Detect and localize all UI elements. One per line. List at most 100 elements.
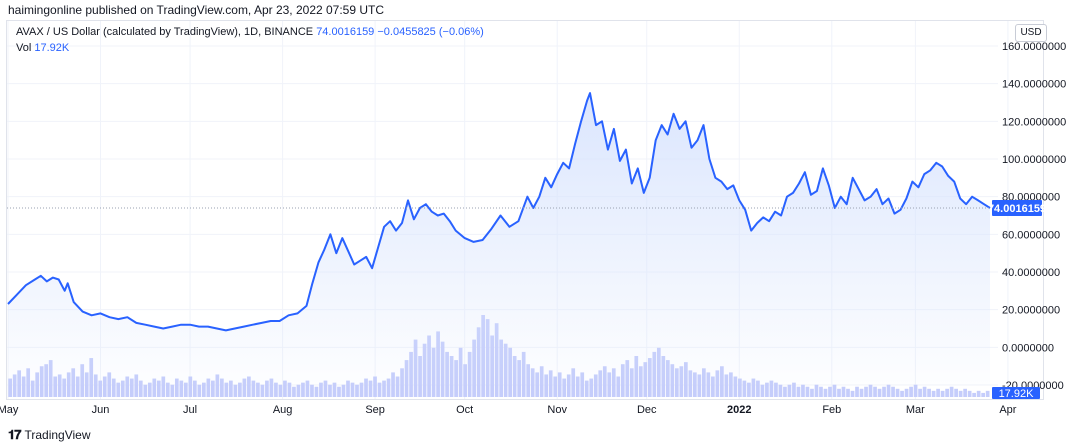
volume-bar (229, 380, 233, 397)
volume-bar (125, 376, 130, 397)
volume-bar (346, 380, 350, 397)
volume-bar (864, 386, 868, 397)
volume-bar (183, 382, 188, 397)
volume-bar (972, 392, 976, 397)
volume-bar (314, 386, 319, 397)
volume-bar (8, 378, 13, 397)
volume-bar (724, 374, 729, 397)
y-tick-label: 100.0000000 (1002, 154, 1066, 166)
tradingview-footer[interactable]: 𝟏𝟕 TradingView (8, 427, 91, 443)
volume-bar (801, 384, 805, 397)
volume-bar (945, 388, 949, 397)
last-price-badge-text: 74.0016159 (988, 203, 1046, 215)
y-tick-label: 120.0000000 (1002, 116, 1066, 128)
volume-bar (949, 386, 954, 397)
x-tick-label: Nov (547, 404, 567, 416)
volume-legend[interactable]: Vol 17.92K (16, 42, 69, 54)
volume-bar (359, 382, 364, 397)
volume-bar (873, 386, 877, 397)
y-tick-label: 20.0000000 (1002, 305, 1060, 317)
volume-bar (886, 384, 891, 397)
volume-bar (882, 386, 886, 397)
volume-bar (562, 378, 567, 397)
volume-bar (589, 378, 594, 397)
volume-bar (810, 388, 814, 397)
volume-bar (373, 376, 377, 397)
volume-bar (751, 378, 756, 397)
volume-bar (575, 376, 580, 397)
volume-bar (859, 388, 864, 397)
volume-bar (918, 388, 922, 397)
volume-bar (765, 382, 769, 397)
x-tick-label: Oct (456, 404, 473, 416)
volume-bar (319, 382, 323, 397)
x-tick-label: Dec (637, 404, 657, 416)
volume-bar (161, 376, 166, 397)
volume-bar (350, 382, 355, 397)
volume-bar (328, 384, 332, 397)
volume-bar (256, 382, 260, 397)
volume-bar (382, 380, 386, 397)
volume-bar (855, 386, 859, 397)
volume-bar (985, 390, 990, 397)
currency-button[interactable]: USD (1015, 24, 1047, 42)
x-tick-label: Jul (183, 404, 197, 416)
volume-bar (287, 382, 292, 397)
symbol-title: AVAX / US Dollar (calculated by TradingV… (16, 26, 314, 38)
volume-bar (174, 378, 179, 397)
volume-bar (850, 390, 855, 397)
volume-bar (292, 386, 296, 397)
x-tick-label: Aug (273, 404, 293, 416)
volume-bar (814, 384, 819, 397)
last-volume-badge-text: 17.92K (999, 388, 1035, 400)
volume-bar (922, 386, 927, 397)
volume-bar (53, 376, 58, 397)
volume-bar (156, 380, 161, 397)
volume-bar (337, 386, 341, 397)
volume-bar (197, 384, 202, 397)
volume-bar (774, 382, 778, 397)
volume-bar (783, 386, 787, 397)
volume-bar (841, 386, 846, 397)
volume-bar (206, 378, 211, 397)
volume-bar (553, 376, 558, 397)
volume-bar (566, 374, 571, 397)
x-axis: May Jun Jul Aug Sep Oct Nov Dec 2022 Feb Mar Apr (0, 404, 1017, 416)
volume-bar (796, 386, 801, 397)
volume-bar (823, 388, 828, 397)
y-tick-label: 140.0000000 (1002, 79, 1066, 91)
tradingview-logo-icon: 𝟏𝟕 (8, 427, 22, 442)
last-volume-badge (992, 387, 1040, 399)
volume-bar (147, 382, 152, 397)
volume-bar (188, 376, 193, 397)
volume-bar (233, 384, 238, 397)
volume-bar (778, 384, 783, 397)
volume-bar (283, 380, 287, 397)
y-axis: 160.0000000 140.0000000 120.0000000 100.000… (1002, 41, 1066, 392)
volume-bar (220, 378, 224, 397)
x-tick-label: Sep (365, 404, 385, 416)
last-price-badge (992, 199, 1042, 216)
volume-bar (179, 380, 184, 397)
volume-bar (967, 390, 972, 397)
volume-bar (134, 374, 139, 397)
volume-bar (792, 382, 796, 397)
volume-bar (787, 384, 792, 397)
publisher-line: haimingonline published on TradingView.c… (8, 3, 385, 17)
volume-bar (242, 378, 247, 397)
volume-bar (269, 378, 274, 397)
chart-frame (6, 20, 1044, 400)
volume-bar (697, 374, 702, 397)
volume-bar (368, 380, 373, 397)
volume-bar (760, 384, 765, 397)
symbol-legend[interactable]: AVAX / US Dollar (calculated by TradingV… (16, 26, 484, 38)
x-tick-label: Jun (92, 404, 110, 416)
volume-bar (355, 384, 359, 397)
volume-bar (769, 380, 774, 397)
volume-bar (936, 388, 940, 397)
volume-bar (805, 386, 810, 397)
volume-bar (742, 380, 747, 397)
volume-bar (377, 382, 382, 397)
y-tick-label: 40.0000000 (1002, 267, 1060, 279)
